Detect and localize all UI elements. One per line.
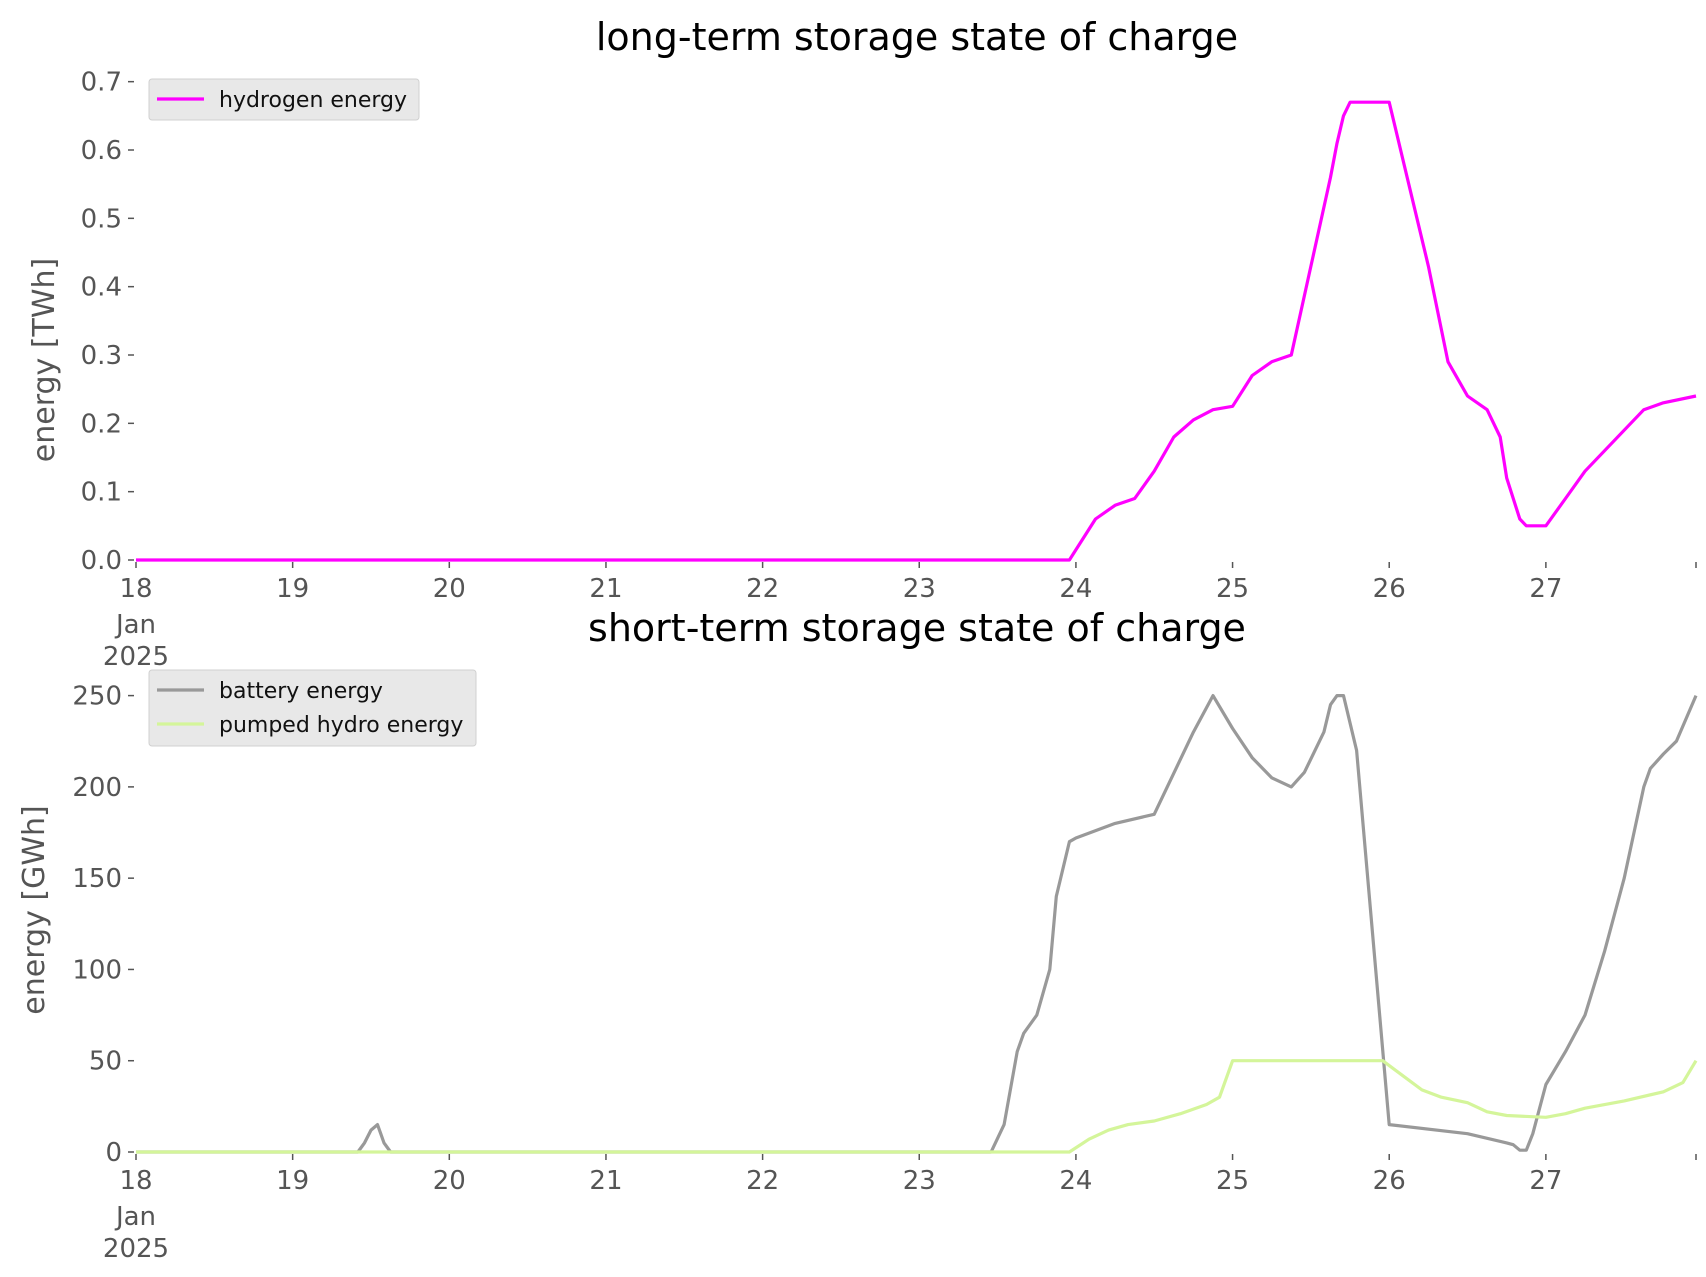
y-tick-label: 150 [72,864,122,894]
x-tick-label: 20 [433,1166,466,1196]
legend: hydrogen energy [148,78,420,121]
series-line-hydrogen-energy [136,100,1697,562]
series-line-battery-energy [136,693,1698,1154]
y-axis-ticks: 0.0 0.1 0.2 0.3 0.4 0.5 0.6 0.7 [81,68,134,576]
x-tick-sublabel: 2025 [103,642,169,672]
x-tick-label: 19 [276,1166,309,1196]
x-tick-sublabel: Jan [114,610,156,640]
long-term-storage-chart: long-term storage state of charge 0.0 0.1… [27,15,1697,672]
legend-box [148,78,420,121]
y-tick-label: 200 [72,773,122,803]
series-line-pumped-hydro-energy [136,1059,1698,1154]
y-axis-ticks: 0 50 100 150 200 250 [72,682,134,1168]
x-tick-label: 23 [903,574,936,604]
x-tick-label: 21 [589,1166,622,1196]
chart-title: long-term storage state of charge [596,15,1238,59]
y-tick-label: 0.0 [81,546,122,576]
x-tick-label: 21 [589,574,622,604]
y-axis-label: energy [GWh] [17,805,52,1014]
y-tick-label: 0.7 [81,68,122,98]
chart-title: short-term storage state of charge [588,606,1246,650]
short-term-storage-chart: short-term storage state of charge 0 50 10… [17,606,1698,1264]
legend-label: hydrogen energy [219,88,407,113]
x-tick-label: 25 [1216,574,1249,604]
x-tick-label: 18 [119,1166,152,1196]
y-tick-label: 250 [72,682,122,712]
x-tick-sublabel: Jan [114,1202,156,1232]
legend-box [148,669,477,747]
x-tick-label: 24 [1059,1166,1092,1196]
x-tick-label: 26 [1373,1166,1406,1196]
y-tick-label: 100 [72,955,122,985]
legend: battery energy pumped hydro energy [148,669,477,747]
x-tick-label: 18 [119,574,152,604]
y-axis-label: energy [TWh] [27,258,62,462]
series-lines [136,693,1698,1154]
x-tick-label: 22 [746,574,779,604]
legend-label: battery energy [219,679,383,704]
y-tick-label: 50 [89,1047,122,1077]
x-tick-label: 24 [1059,574,1092,604]
legend-label: pumped hydro energy [219,713,463,738]
y-tick-label: 0.1 [81,478,122,508]
y-tick-label: 0.6 [81,136,122,166]
x-tick-label: 27 [1529,1166,1562,1196]
series-lines [136,100,1697,562]
x-tick-label: 27 [1529,574,1562,604]
y-tick-label: 0.2 [81,409,122,439]
x-tick-label: 25 [1216,1166,1249,1196]
x-tick-label: 22 [746,1166,779,1196]
y-tick-label: 0.4 [81,273,122,303]
y-tick-label: 0 [105,1138,122,1168]
x-tick-label: 19 [276,574,309,604]
x-tick-label: 26 [1373,574,1406,604]
x-tick-sublabel: 2025 [103,1234,169,1264]
x-tick-label: 23 [903,1166,936,1196]
x-tick-label: 20 [433,574,466,604]
y-tick-label: 0.3 [81,341,122,371]
y-tick-label: 0.5 [81,204,122,234]
